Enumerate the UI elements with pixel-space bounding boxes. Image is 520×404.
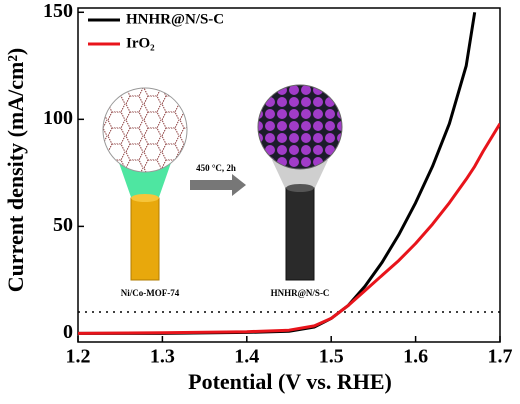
y-tick-label: 0 [63, 321, 73, 343]
x-tick-label: 1.6 [403, 346, 428, 368]
inset-illustration: Ni/Co-MOF-74 450 °C, 2h HNHR@N/S-C [102, 84, 343, 298]
y-tick-label: 50 [53, 214, 73, 236]
legend-label: HNHR@N/S-C [126, 11, 224, 27]
legend-label: IrO₂ [126, 35, 155, 51]
x-axis-label: Potential (V vs. RHE) [188, 369, 392, 394]
y-axis-label: Current density (mA/cm²) [3, 48, 28, 292]
x-tick-label: 1.2 [66, 346, 91, 368]
plot-area [78, 12, 500, 335]
x-tick-label: 1.5 [319, 346, 344, 368]
plot-frame [77, 7, 501, 343]
x-tick-label: 1.3 [150, 346, 175, 368]
x-tick-label: 1.4 [234, 346, 259, 368]
y-tick-label: 150 [43, 0, 73, 22]
x-tick-label: 1.7 [488, 346, 513, 368]
y-tick-label: 100 [43, 107, 73, 129]
annotation: 450 °C, 2h [196, 163, 236, 173]
annotation: HNHR@N/S-C [271, 288, 330, 298]
series-line [78, 122, 500, 335]
annotation: Ni/Co-MOF-74 [121, 288, 180, 298]
